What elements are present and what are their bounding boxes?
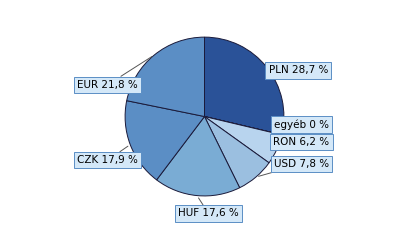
Wedge shape — [204, 117, 269, 188]
Text: egyéb 0 %: egyéb 0 % — [274, 119, 329, 134]
Wedge shape — [204, 117, 282, 163]
Text: USD 7,8 %: USD 7,8 % — [258, 159, 329, 176]
Text: RON 6,2 %: RON 6,2 % — [273, 137, 329, 149]
Wedge shape — [127, 37, 204, 117]
Wedge shape — [204, 37, 284, 135]
Wedge shape — [125, 101, 204, 180]
Text: HUF 17,6 %: HUF 17,6 % — [178, 198, 239, 218]
Text: EUR 21,8 %: EUR 21,8 % — [77, 57, 152, 90]
Text: CZK 17,9 %: CZK 17,9 % — [77, 146, 138, 165]
Text: PLN 28,7 %: PLN 28,7 % — [269, 66, 328, 75]
Wedge shape — [157, 117, 240, 196]
Wedge shape — [204, 117, 282, 135]
